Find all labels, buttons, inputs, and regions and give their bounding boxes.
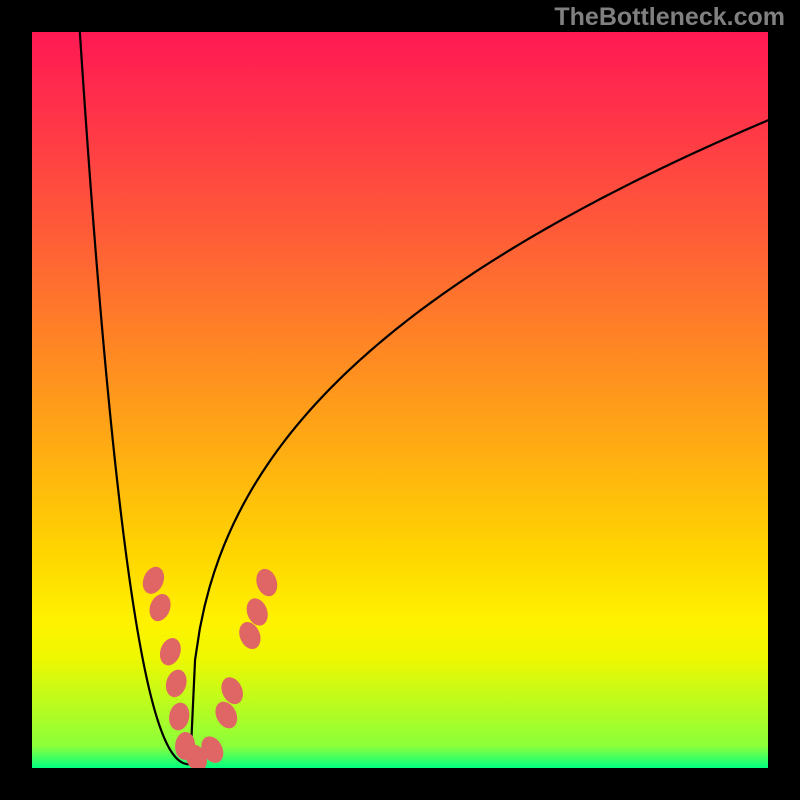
chart-plot	[32, 32, 768, 768]
watermark-text: TheBottleneck.com	[554, 3, 785, 32]
